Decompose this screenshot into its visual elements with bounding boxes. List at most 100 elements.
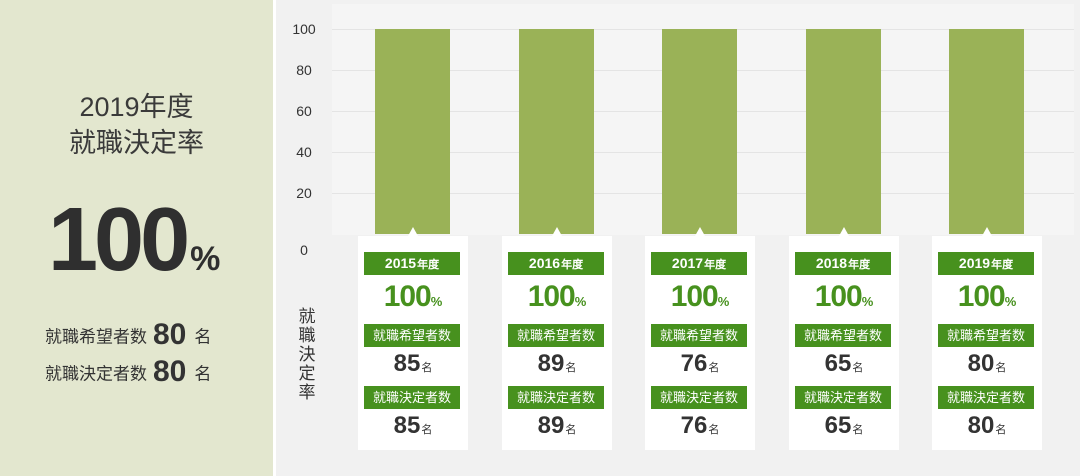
y-tick-label: 100: [292, 21, 316, 37]
card-applicants-value: 65: [824, 350, 852, 377]
card-pointer: [408, 227, 418, 236]
bar: [375, 29, 450, 234]
card-applicants-value: 80: [967, 350, 995, 377]
card-decided: 80名: [932, 412, 1042, 440]
card-applicants: 85名: [358, 350, 468, 378]
card-year-unit: 年度: [848, 259, 871, 271]
card-year-badge: 2017年度: [651, 252, 747, 275]
summary-decided-label: 就職決定者数: [45, 364, 147, 384]
card-rate-value: 100: [383, 280, 432, 313]
card-pointer: [552, 227, 562, 236]
card-decided-value: 65: [824, 412, 852, 439]
card-applicants: 65名: [789, 350, 899, 378]
card-year: 2016: [528, 255, 561, 271]
card-year-badge: 2015年度: [364, 252, 460, 275]
card-year-unit: 年度: [991, 259, 1014, 271]
card-decided-value: 85: [393, 412, 421, 439]
card-decided-unit: 名: [708, 424, 720, 436]
y-tick-label: 20: [296, 185, 312, 201]
card-applicants-label: 就職希望者数: [651, 324, 747, 347]
year-card: 2015年度 100% 就職希望者数 85名 就職決定者数 85名: [358, 227, 468, 450]
card-applicants: 80名: [932, 350, 1042, 378]
summary-decided-unit: 名: [194, 364, 212, 384]
card-year: 2019: [958, 255, 991, 271]
y-axis-label-char: 就: [298, 307, 316, 326]
card-applicants-unit: 名: [421, 362, 433, 374]
card-year-unit: 年度: [704, 259, 727, 271]
card-rate: 100%: [932, 280, 1042, 314]
summary-year: 2019年度: [79, 92, 194, 122]
summary-applicants-unit: 名: [194, 327, 212, 347]
card-year: 2018: [815, 255, 848, 271]
card-applicants-label: 就職希望者数: [938, 324, 1034, 347]
card-rate-value: 100: [527, 280, 576, 313]
year-card: 2018年度 100% 就職希望者数 65名 就職決定者数 65名: [789, 227, 899, 450]
card-decided-value: 80: [967, 412, 995, 439]
card-decided-value: 76: [680, 412, 708, 439]
card-applicants-unit: 名: [852, 362, 864, 374]
card-rate-unit: %: [1004, 294, 1017, 309]
card-rate-value: 100: [670, 280, 719, 313]
summary-rate: 100%: [48, 190, 220, 290]
year-card: 2019年度 100% 就職希望者数 80名 就職決定者数 80名: [932, 227, 1042, 450]
card-decided: 76名: [645, 412, 755, 440]
card-applicants-value: 89: [537, 350, 565, 377]
card-rate-unit: %: [574, 294, 587, 309]
card-pointer: [982, 227, 992, 236]
bar: [662, 29, 737, 234]
card-applicants-unit: 名: [565, 362, 577, 374]
card-rate: 100%: [358, 280, 468, 314]
card-applicants-label: 就職希望者数: [508, 324, 604, 347]
card-year-badge: 2019年度: [938, 252, 1034, 275]
card-decided-label: 就職決定者数: [364, 386, 460, 409]
card-year: 2017: [671, 255, 704, 271]
card-pointer: [839, 227, 849, 236]
card-decided-unit: 名: [852, 424, 864, 436]
card-rate: 100%: [502, 280, 612, 314]
card-year-badge: 2018年度: [795, 252, 891, 275]
card-year: 2015: [384, 255, 417, 271]
card-applicants: 89名: [502, 350, 612, 378]
card-decided-unit: 名: [565, 424, 577, 436]
year-card: 2016年度 100% 就職希望者数 89名 就職決定者数 89名: [502, 227, 612, 450]
bar: [949, 29, 1024, 234]
bar: [519, 29, 594, 234]
card-applicants-label: 就職希望者数: [795, 324, 891, 347]
y-tick-label: 60: [296, 103, 312, 119]
y-tick-label: 80: [296, 62, 312, 78]
card-rate-value: 100: [814, 280, 863, 313]
card-pointer: [695, 227, 705, 236]
card-rate: 100%: [789, 280, 899, 314]
year-card: 2017年度 100% 就職希望者数 76名 就職決定者数 76名: [645, 227, 755, 450]
summary-decided-row: 就職決定者数 80 名: [45, 355, 211, 389]
card-applicants-value: 76: [680, 350, 708, 377]
card-year-badge: 2016年度: [508, 252, 604, 275]
card-decided-unit: 名: [995, 424, 1007, 436]
card-rate-unit: %: [861, 294, 874, 309]
card-year-unit: 年度: [417, 259, 440, 271]
card-rate-value: 100: [957, 280, 1006, 313]
y-tick-label: 0: [300, 242, 308, 258]
summary-decided-value: 80: [153, 355, 187, 388]
summary-rate-value: 100: [48, 190, 190, 290]
summary-applicants-label: 就職希望者数: [45, 327, 147, 347]
summary-applicants-row: 就職希望者数 80 名: [45, 318, 211, 352]
card-decided: 85名: [358, 412, 468, 440]
card-decided-label: 就職決定者数: [508, 386, 604, 409]
card-applicants-label: 就職希望者数: [364, 324, 460, 347]
summary-panel: 2019年度 就職決定率 100% 就職希望者数 80 名 就職決定者数 80 名: [0, 0, 273, 476]
card-decided: 65名: [789, 412, 899, 440]
y-axis-label-char: 決: [298, 345, 316, 364]
card-decided: 89名: [502, 412, 612, 440]
card-applicants-unit: 名: [995, 362, 1007, 374]
card-decided-value: 89: [537, 412, 565, 439]
y-axis-label-char: 職: [298, 326, 316, 345]
y-axis-label: 就職決定率: [296, 307, 318, 402]
y-axis-label-char: 定: [298, 364, 316, 383]
card-applicants-value: 85: [393, 350, 421, 377]
card-decided-label: 就職決定者数: [938, 386, 1034, 409]
card-rate-unit: %: [717, 294, 730, 309]
card-decided-unit: 名: [421, 424, 433, 436]
card-decided-label: 就職決定者数: [651, 386, 747, 409]
summary-applicants-value: 80: [153, 318, 187, 351]
